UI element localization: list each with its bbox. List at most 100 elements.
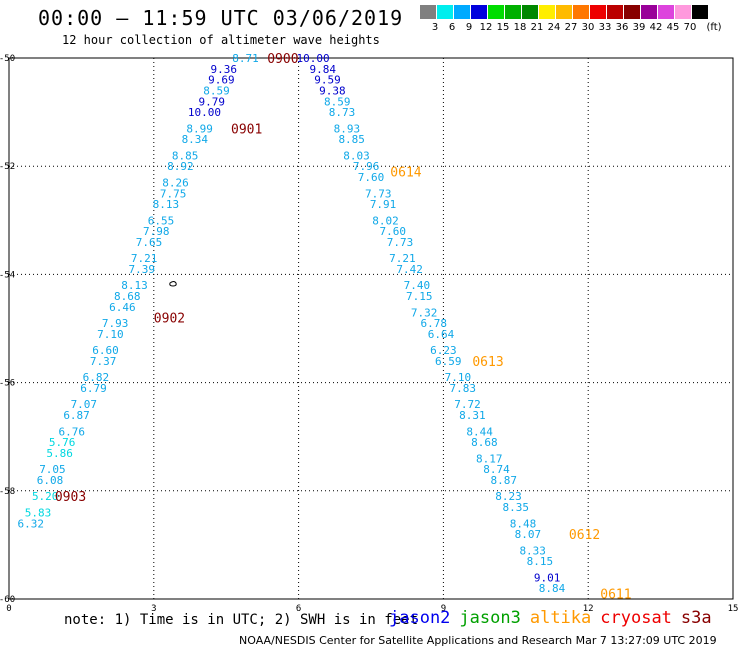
map-frame	[8, 57, 734, 600]
swh-value: 7.93	[102, 317, 129, 330]
y-tick-label: -60	[0, 595, 15, 605]
scale-swatch	[488, 5, 504, 19]
swh-value: 8.13	[153, 198, 180, 211]
swh-value: 5.86	[46, 447, 73, 460]
page-title: 00:00 – 11:59 UTC 03/06/2019	[38, 6, 404, 30]
scale-swatch	[658, 5, 674, 19]
swh-value: 7.42	[396, 263, 423, 276]
scale-label: 30	[581, 22, 595, 33]
swh-value: 7.10	[445, 371, 472, 384]
y-tick-label: -52	[0, 162, 15, 172]
swh-value: 8.74	[483, 463, 510, 476]
swh-value: 8.31	[459, 409, 486, 422]
swh-value: 9.38	[319, 84, 346, 97]
swh-value: 8.84	[539, 582, 566, 595]
scale-unit: (ft)	[706, 22, 722, 33]
pass-time-label: 0614	[390, 166, 421, 181]
swh-value: 8.48	[510, 517, 537, 530]
swh-value: 7.65	[136, 236, 163, 249]
swh-value: 8.85	[338, 133, 365, 146]
swh-value: 8.07	[515, 528, 542, 541]
swh-value: 9.36	[211, 63, 238, 76]
swh-value: 9.84	[309, 63, 336, 76]
x-tick-label: 12	[583, 604, 594, 614]
swh-value: 7.39	[128, 263, 155, 276]
swh-value: 6.64	[428, 328, 455, 341]
island-outline	[169, 281, 177, 287]
swh-value: 6.78	[420, 317, 447, 330]
page-subtitle: 12 hour collection of altimeter wave hei…	[62, 33, 380, 47]
swh-value: 8.99	[186, 122, 213, 135]
scale-label: 27	[564, 22, 578, 33]
swh-value: 7.91	[370, 198, 397, 211]
pass-time-label: 0901	[231, 122, 262, 137]
x-tick-label: 6	[296, 604, 301, 614]
swh-value: 8.59	[203, 84, 230, 97]
swh-value: 7.37	[90, 355, 117, 368]
swh-value: 8.26	[162, 176, 189, 189]
swh-value: 6.60	[92, 344, 119, 357]
x-tick-label: 3	[151, 604, 156, 614]
scale-label: 6	[448, 22, 456, 33]
pass-time-label: 0902	[154, 312, 185, 327]
swh-value: 7.60	[358, 171, 385, 184]
swh-value: 5.20	[32, 490, 59, 503]
swh-value: 10.00	[297, 52, 330, 65]
swh-value: 6.08	[37, 474, 64, 487]
swh-value: 6.59	[435, 355, 462, 368]
swh-value: 7.21	[389, 252, 416, 265]
swh-value: 8.17	[476, 452, 503, 465]
scale-swatch	[641, 5, 657, 19]
swh-value: 8.93	[334, 122, 361, 135]
scale-label: 21	[530, 22, 544, 33]
swh-value: 6.23	[430, 344, 457, 357]
pass-time-label: 0903	[55, 490, 86, 505]
swh-value: 7.75	[160, 187, 187, 200]
swh-value: 8.02	[372, 214, 399, 227]
scale-label: 9	[465, 22, 473, 33]
scale-swatch	[573, 5, 589, 19]
swh-value: 8.03	[343, 149, 370, 162]
scale-swatch	[522, 5, 538, 19]
scale-swatch	[471, 5, 487, 19]
swh-value: 6.79	[80, 382, 107, 395]
swh-value: 7.32	[411, 306, 438, 319]
swh-value: 9.01	[534, 571, 561, 584]
scale-label: 3	[431, 22, 439, 33]
swh-value: 7.07	[71, 398, 98, 411]
scale-swatch	[590, 5, 606, 19]
swh-value: 8.68	[114, 290, 141, 303]
scale-swatch	[607, 5, 623, 19]
scale-swatch	[675, 5, 691, 19]
swh-value: 7.96	[353, 160, 380, 173]
satellite-tracks: 8.719.369.698.599.7910.008.998.348.858.9…	[17, 52, 631, 603]
footer-note: note: 1) Time is in UTC; 2) SWH is in fe…	[64, 612, 419, 628]
legend-altika: altika	[529, 608, 592, 628]
swh-value: 8.35	[503, 501, 530, 514]
swh-value: 8.73	[329, 106, 356, 119]
scale-label: 15	[496, 22, 510, 33]
swh-value: 8.87	[490, 474, 517, 487]
swh-value: 7.21	[131, 252, 158, 265]
swh-value: 9.59	[314, 74, 341, 87]
scale-swatch	[505, 5, 521, 19]
swh-value: 7.60	[379, 225, 406, 238]
y-tick-label: -58	[0, 487, 15, 497]
scale-swatch	[420, 5, 436, 19]
pass-time-label: 0900	[267, 52, 298, 67]
swh-value: 7.10	[97, 328, 124, 341]
swh-value: 6.76	[58, 425, 85, 438]
scale-label: 24	[547, 22, 561, 33]
swh-value: 7.05	[39, 463, 66, 476]
swh-value: 8.85	[172, 149, 199, 162]
scale-label: 12	[479, 22, 493, 33]
swh-value: 10.00	[188, 106, 221, 119]
scale-swatch	[437, 5, 453, 19]
swh-value: 8.44	[466, 425, 493, 438]
swh-value: 7.98	[143, 225, 170, 238]
x-tick-label: 9	[441, 604, 446, 614]
scale-label: 33	[598, 22, 612, 33]
pass-time-label: 0613	[472, 355, 503, 370]
swh-value: 5.76	[49, 436, 76, 449]
